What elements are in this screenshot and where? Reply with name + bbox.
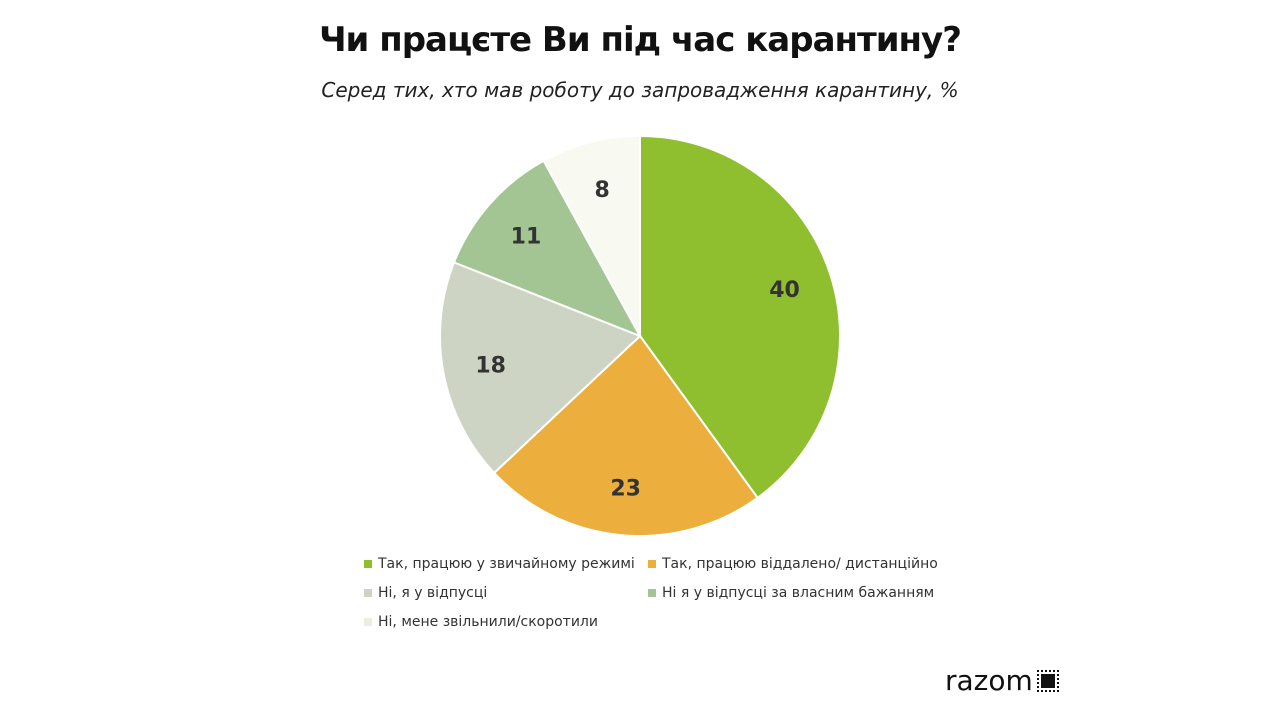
chip-icon [1036, 669, 1059, 692]
legend-item: Ні, я у відпусці [364, 585, 487, 601]
razom-logo: razom [945, 664, 1059, 697]
legend-item: Ні я у відпусці за власним бажанням [648, 585, 934, 601]
data-label: 8 [595, 178, 610, 203]
legend-item: Так, працюю у звичайному режимі [364, 556, 635, 572]
data-label: 23 [610, 476, 641, 501]
legend-item: Так, працюю віддалено/ дистанційно [648, 556, 938, 572]
data-label: 18 [475, 353, 506, 378]
chart-subtitle: Серед тих, хто мав роботу до запроваджен… [321, 78, 959, 102]
chart-title: Чи працєте Ви під час карантину? [319, 20, 962, 60]
logo-text: razom [945, 664, 1033, 697]
legend-label: Так, працюю віддалено/ дистанційно [662, 556, 938, 572]
legend-label: Ні, мене звільнили/скоротили [378, 614, 598, 630]
pie-slice [492, 334, 759, 537]
pie-slice [542, 134, 641, 337]
legend-label: Так, працюю у звичайному режимі [378, 556, 635, 572]
legend-label: Ні я у відпусці за власним бажанням [662, 585, 935, 601]
legend-item: Ні, мене звільнили/скоротили [364, 614, 598, 630]
data-label: 40 [769, 278, 800, 303]
legend-swatch [648, 589, 656, 597]
legend-swatch [364, 618, 372, 626]
legend-swatch [648, 560, 656, 568]
pie-slice [439, 261, 642, 475]
legend-label: Ні, я у відпусці [378, 585, 488, 601]
legend-swatch [364, 589, 372, 597]
legend-swatch [364, 560, 372, 568]
data-label: 11 [511, 224, 542, 249]
pie-slice [639, 134, 841, 500]
pie-slice [452, 159, 643, 338]
